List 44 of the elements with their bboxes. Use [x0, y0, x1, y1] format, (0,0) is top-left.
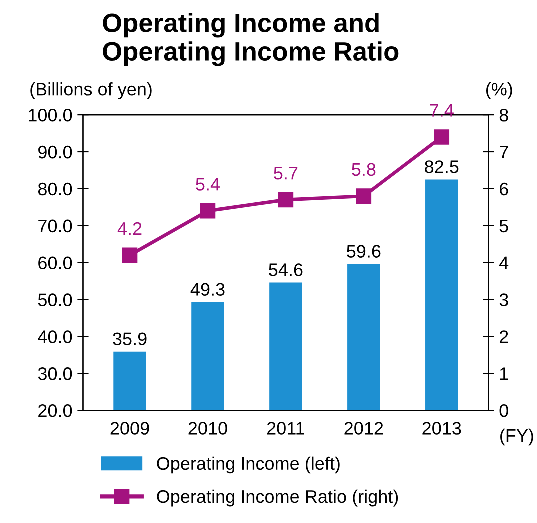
- data-label: 59.6: [347, 245, 381, 258]
- data-label: 7.4: [430, 104, 454, 117]
- y-tick-label: 100.0: [29, 108, 72, 122]
- y2-tick-label: 2: [500, 330, 508, 344]
- data-label: 5.4: [196, 178, 220, 191]
- y-tick-label: 60.0: [38, 256, 72, 270]
- data-label: 35.9: [113, 332, 147, 346]
- y2-tick-label: 8: [500, 108, 508, 122]
- x-tick-label: 2010: [188, 422, 228, 435]
- legend-label: Operating Income (left): [157, 456, 340, 474]
- y2-tick-label: 0: [500, 404, 508, 418]
- data-label: 54.6: [269, 264, 303, 276]
- y2-tick-label: 3: [500, 294, 508, 306]
- point: [200, 203, 216, 219]
- y2-tick-label: 6: [500, 182, 508, 196]
- y-tick-label: 50.0: [38, 294, 72, 306]
- y-tick-label: 80.0: [38, 182, 72, 196]
- legend-label: Operating Income Ratio (right): [157, 490, 398, 507]
- data-label: 4.2: [118, 222, 142, 236]
- y-tick-label: 30.0: [38, 368, 72, 380]
- y-tick-label: 70.0: [38, 220, 72, 233]
- point: [278, 192, 294, 208]
- x-axis-title: (FY): [500, 428, 534, 446]
- data-label: 5.7: [274, 167, 298, 180]
- x-tick-label: 2011: [267, 422, 304, 435]
- y2-tick-label: 5: [500, 220, 508, 233]
- x-tick-label: 2009: [110, 422, 150, 435]
- point: [122, 248, 138, 264]
- y2-axis-title: (%): [486, 82, 512, 100]
- x-tick-label: 2013: [422, 422, 462, 435]
- point: [434, 130, 450, 145]
- y2-tick-label: 1: [500, 368, 508, 380]
- y-axis-title: (Billions of yen): [30, 82, 152, 100]
- y2-tick-label: 4: [500, 256, 509, 270]
- data-label: 5.8: [352, 163, 376, 176]
- chart-title: Operating Income and Operating Income Ratio: [103, 13, 399, 66]
- x-tick-label: 2012: [344, 422, 384, 435]
- data-label: 82.5: [425, 160, 459, 174]
- y-tick-label: 40.0: [38, 330, 72, 344]
- data-label: 49.3: [190, 283, 225, 296]
- y-tick-label: 90.0: [38, 146, 72, 159]
- y2-tick-label: 7: [500, 146, 508, 159]
- point: [356, 188, 372, 204]
- y-tick-label: 20.0: [38, 404, 72, 418]
